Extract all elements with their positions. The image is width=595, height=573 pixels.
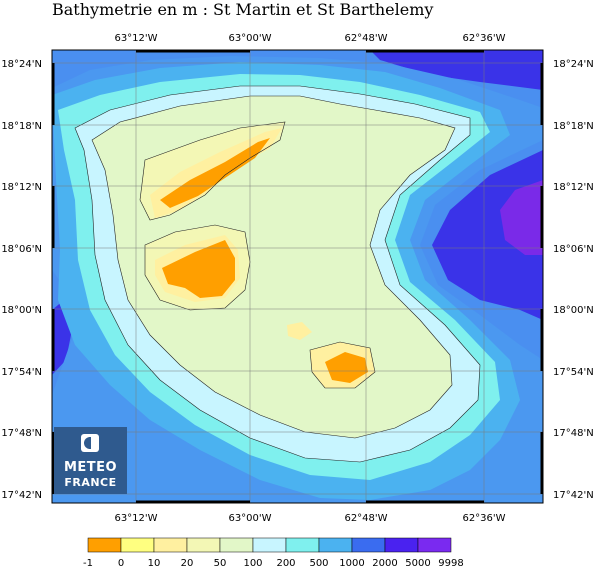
st-barth-islet [287, 322, 312, 340]
legend-level-label: -1 [83, 558, 93, 569]
lon-label-top-4: 62°36'W [462, 33, 505, 44]
legend-swatch [384, 537, 419, 553]
lat-label-right-1: 18°24'N [553, 59, 594, 70]
lat-label-left-1: 18°24'N [1, 59, 42, 70]
lat-label-right-3: 18°12'N [553, 182, 594, 193]
lat-label-right-6: 17°54'N [553, 367, 594, 378]
legend-swatch [252, 537, 287, 553]
lat-label-left-2: 18°18'N [1, 121, 42, 132]
map-frame [51, 49, 544, 504]
legend-swatch [285, 537, 320, 553]
legend-swatch [219, 537, 254, 553]
lat-label-right-7: 17°48'N [553, 428, 594, 439]
lat-label-left-6: 17°54'N [1, 367, 42, 378]
legend-level-label: 20 [181, 558, 194, 569]
legend-swatch [120, 537, 155, 553]
lat-label-left-8: 17°42'N [1, 490, 42, 501]
meteo-france-logo: METEO FRANCE [54, 427, 127, 494]
legend-level-label: 1000 [339, 558, 364, 569]
lat-label-left-4: 18°06'N [1, 244, 42, 255]
legend-level-label: 10 [148, 558, 161, 569]
legend-swatch [318, 537, 353, 553]
logo-text-france: FRANCE [64, 476, 117, 489]
lon-label-bottom-1: 63°12'W [114, 513, 157, 524]
lat-label-left-7: 17°48'N [1, 428, 42, 439]
map-title: Bathymetrie en m : St Martin et St Barth… [52, 0, 434, 19]
lon-label-top-1: 63°12'W [114, 33, 157, 44]
logo-text-meteo: METEO [63, 460, 118, 475]
legend-level-label: 50 [214, 558, 227, 569]
abyssal-zone-northeast [370, 50, 543, 90]
lat-label-right-4: 18°06'N [553, 244, 594, 255]
legend-level-label: 5000 [405, 558, 430, 569]
meteo-france-emblem-icon [81, 434, 99, 452]
st-martin-land-north [160, 138, 270, 208]
island-land-middle [162, 240, 235, 298]
legend-swatch [186, 537, 221, 553]
lon-label-bottom-4: 62°36'W [462, 513, 505, 524]
lon-label-bottom-2: 63°00'W [228, 513, 271, 524]
legend-level-label: 9998 [438, 558, 463, 569]
graticule [52, 50, 543, 503]
legend-swatch [417, 537, 452, 553]
legend-level-label: 2000 [372, 558, 397, 569]
legend-swatch [351, 537, 386, 553]
lat-label-right-2: 18°18'N [553, 121, 594, 132]
lat-label-right-8: 17°42'N [553, 490, 594, 501]
legend-swatch [87, 537, 122, 553]
depth-legend: -1 0 10 20 50 100 200 500 1000 2000 5000 9998 [83, 537, 464, 569]
legend-level-label: 100 [243, 558, 262, 569]
lat-label-left-5: 18°00'N [1, 305, 42, 316]
trench-east [500, 180, 543, 255]
legend-level-label: 500 [309, 558, 328, 569]
contour-lines [74, 85, 481, 463]
map-plot-area [52, 50, 543, 503]
legend-swatch [153, 537, 188, 553]
frame-ticks [51, 49, 544, 504]
legend-level-label: 200 [276, 558, 295, 569]
st-barth-land [325, 352, 368, 383]
legend-level-label: 0 [118, 558, 124, 569]
lat-label-right-5: 18°00'N [553, 305, 594, 316]
lon-label-top-2: 63°00'W [228, 33, 271, 44]
lon-label-bottom-3: 62°48'W [344, 513, 387, 524]
lon-label-top-3: 62°48'W [344, 33, 387, 44]
lat-label-left-3: 18°12'N [1, 182, 42, 193]
